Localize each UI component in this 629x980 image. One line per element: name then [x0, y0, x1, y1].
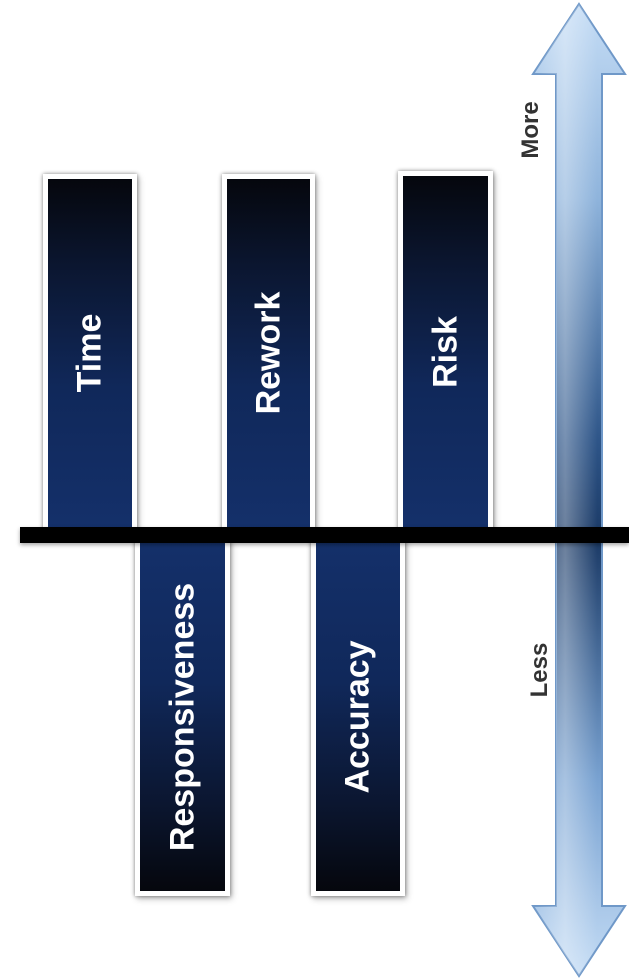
bar-responsiveness: Responsiveness [135, 538, 230, 896]
double-arrow-icon [531, 2, 627, 978]
bar-label-responsiveness: Responsiveness [163, 582, 201, 852]
bar-accuracy: Accuracy [311, 538, 405, 896]
axis-line [20, 527, 629, 543]
bar-label-rework: Rework [249, 291, 287, 415]
bar-label-accuracy: Accuracy [338, 640, 377, 794]
bar-label-risk: Risk [426, 315, 464, 388]
label-less: Less [526, 642, 553, 698]
label-more: More [517, 101, 544, 159]
bar-rework: Rework [222, 174, 315, 532]
bar-time: Time [43, 174, 137, 532]
bar-label-time: Time [70, 313, 109, 393]
bar-risk: Risk [398, 171, 493, 532]
